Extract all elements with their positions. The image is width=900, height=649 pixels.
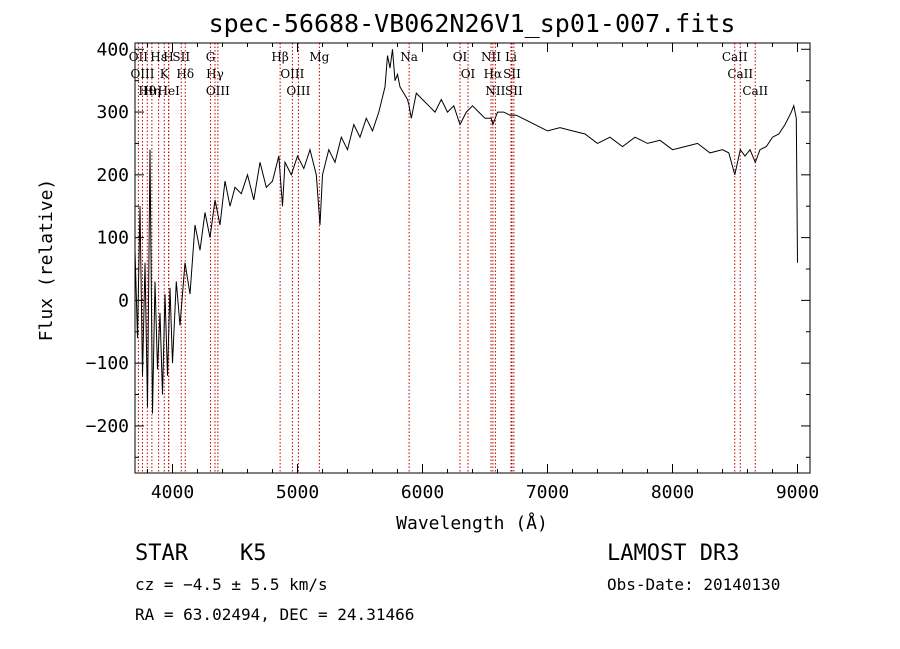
- x-axis-ticks: 4000 5000 6000 7000 8000 9000: [147, 43, 819, 503]
- line-marker-label: NII: [481, 50, 501, 64]
- line-markers: [137, 43, 756, 473]
- y-axis-label: Flux (relative): [36, 179, 57, 342]
- x-tick-label: 5000: [276, 482, 319, 503]
- line-marker-label: SII: [172, 50, 190, 64]
- y-tick-label: 200: [96, 165, 129, 186]
- line-marker-label: H: [163, 50, 173, 64]
- redshift-cz: cz = −4.5 ± 5.5 km/s: [135, 575, 328, 594]
- line-marker-label: Na: [400, 50, 418, 64]
- x-axis-label: Wavelength (Å): [396, 512, 548, 534]
- x-tick-label: 4000: [151, 482, 194, 503]
- line-marker-label: G: [206, 50, 216, 64]
- plot-frame: [134, 42, 811, 474]
- line-marker-label: SII: [505, 84, 523, 98]
- chart-title: spec-56688-VB062N26V1_sp01-007.fits: [209, 9, 736, 38]
- y-tick-label: −100: [86, 353, 129, 374]
- line-marker-label: Hε: [150, 50, 167, 64]
- line-marker-label: OII: [129, 50, 149, 64]
- line-marker-label: Li: [505, 50, 517, 64]
- x-tick-label: 7000: [526, 482, 569, 503]
- y-tick-label: 0: [118, 290, 129, 311]
- line-marker-label: OI: [461, 67, 476, 81]
- line-marker-label: HeI: [158, 84, 181, 98]
- line-marker-label: Mg: [309, 50, 329, 64]
- line-marker-label: Hβ: [271, 50, 288, 64]
- line-marker-label: Hδ: [176, 67, 194, 81]
- y-tick-label: 300: [96, 102, 129, 123]
- object-subclass: K5: [240, 541, 267, 566]
- line-marker-label: Hγ: [206, 67, 224, 81]
- line-marker-label: Hθ: [138, 84, 156, 98]
- spectrum-line: [135, 49, 798, 414]
- observation-date: Obs-Date: 20140130: [607, 575, 780, 594]
- line-marker-label: OI: [453, 50, 468, 64]
- y-tick-label: 100: [96, 228, 129, 249]
- x-tick-label: 6000: [401, 482, 444, 503]
- line-marker-label: Hα: [484, 67, 503, 81]
- y-tick-label: −200: [86, 416, 129, 437]
- survey-name: LAMOST DR3: [607, 541, 739, 566]
- line-marker-label: OIII: [280, 67, 304, 81]
- object-class: STAR: [135, 541, 189, 566]
- line-marker-label: CaII: [722, 50, 748, 64]
- y-tick-label: 400: [96, 39, 129, 60]
- x-tick-label: 8000: [651, 482, 694, 503]
- y-axis-ticks: −200 −100 0 100 200 300 400: [86, 39, 810, 458]
- line-marker-label: CaII: [727, 67, 753, 81]
- x-tick-label: 9000: [776, 482, 819, 503]
- line-marker-label: SII: [503, 67, 521, 81]
- line-marker-label: OIII: [130, 67, 154, 81]
- line-marker-label: CaII: [742, 84, 768, 98]
- line-marker-label: K: [160, 67, 170, 81]
- plot-region: [135, 49, 798, 414]
- coordinates: RA = 63.02494, DEC = 24.31466: [135, 605, 414, 624]
- line-marker-label: OIII: [286, 84, 310, 98]
- line-marker-label: NII: [485, 84, 505, 98]
- line-marker-label: Hη: [143, 84, 161, 98]
- line-marker-label: OIII: [206, 84, 230, 98]
